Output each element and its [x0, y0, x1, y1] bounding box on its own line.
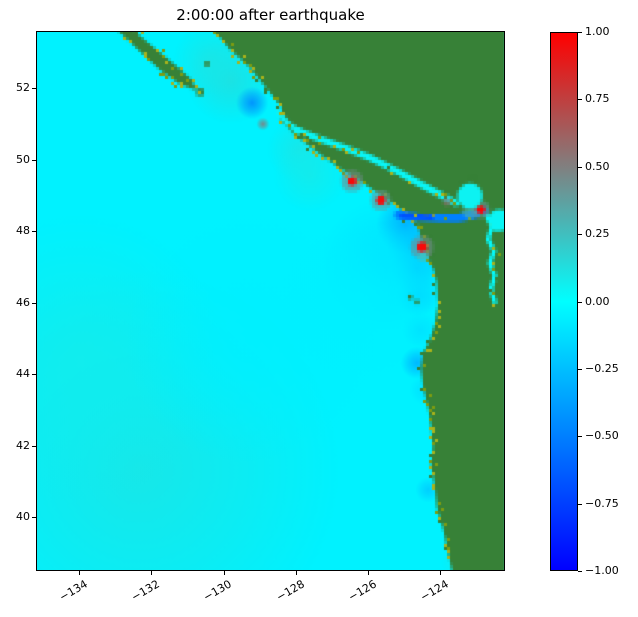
colorbar-tick-mark: [578, 571, 582, 572]
plot-title: 2:00:00 after earthquake: [176, 6, 365, 24]
tsunami-heatmap-canvas: [36, 31, 505, 571]
colorbar-tick-label: 0.25: [585, 227, 610, 241]
x-tick-label: −124: [417, 577, 451, 604]
colorbar-tick-label: 0.00: [585, 294, 610, 308]
y-tick-mark: [32, 445, 36, 447]
colorbar-tick-label: 0.50: [585, 159, 610, 173]
colorbar-tick-mark: [578, 503, 582, 505]
x-tick-label: −130: [201, 577, 235, 604]
x-tick-mark: [295, 571, 297, 575]
colorbar-tick-label: −0.25: [585, 361, 619, 375]
y-tick-label: 48: [16, 224, 30, 238]
x-tick-label: −132: [129, 577, 162, 604]
y-tick-mark: [32, 374, 36, 376]
x-tick-label: −134: [57, 577, 90, 604]
colorbar-tick-mark: [578, 166, 582, 168]
x-tick-mark: [151, 571, 153, 575]
colorbar-tick-mark: [578, 99, 582, 101]
colorbar-tick-label: 0.75: [585, 92, 610, 106]
colorbar-tick-mark: [578, 368, 582, 370]
y-tick-label: 50: [16, 152, 30, 166]
x-tick-label: −126: [345, 577, 379, 604]
colorbar-tick-label: 1.00: [585, 25, 610, 38]
y-tick-label: 42: [16, 438, 30, 452]
x-tick-mark: [79, 571, 81, 575]
colorbar-tick-mark: [578, 32, 582, 33]
colorbar-tick-mark: [578, 436, 582, 438]
x-tick-mark: [440, 571, 442, 575]
colorbar-tick-mark: [578, 301, 582, 303]
y-tick-label: 44: [16, 367, 30, 381]
x-tick-mark: [367, 571, 369, 575]
colorbar-tick-label: −0.50: [585, 429, 619, 443]
x-tick-label: −128: [273, 577, 307, 604]
y-tick-mark: [32, 159, 36, 161]
colorbar-gradient: [551, 33, 577, 570]
y-tick-mark: [32, 231, 36, 233]
y-tick-label: 40: [16, 510, 30, 524]
y-tick-mark: [32, 302, 36, 304]
y-tick-mark: [32, 88, 36, 90]
y-tick-label: 52: [16, 81, 30, 95]
x-tick-mark: [223, 571, 225, 575]
y-tick-label: 46: [16, 295, 30, 309]
colorbar-tick-mark: [578, 234, 582, 236]
colorbar-tick-label: −0.75: [585, 496, 619, 510]
y-tick-mark: [32, 517, 36, 519]
colorbar: [550, 32, 578, 571]
colorbar-tick-label: −1.00: [585, 564, 619, 577]
